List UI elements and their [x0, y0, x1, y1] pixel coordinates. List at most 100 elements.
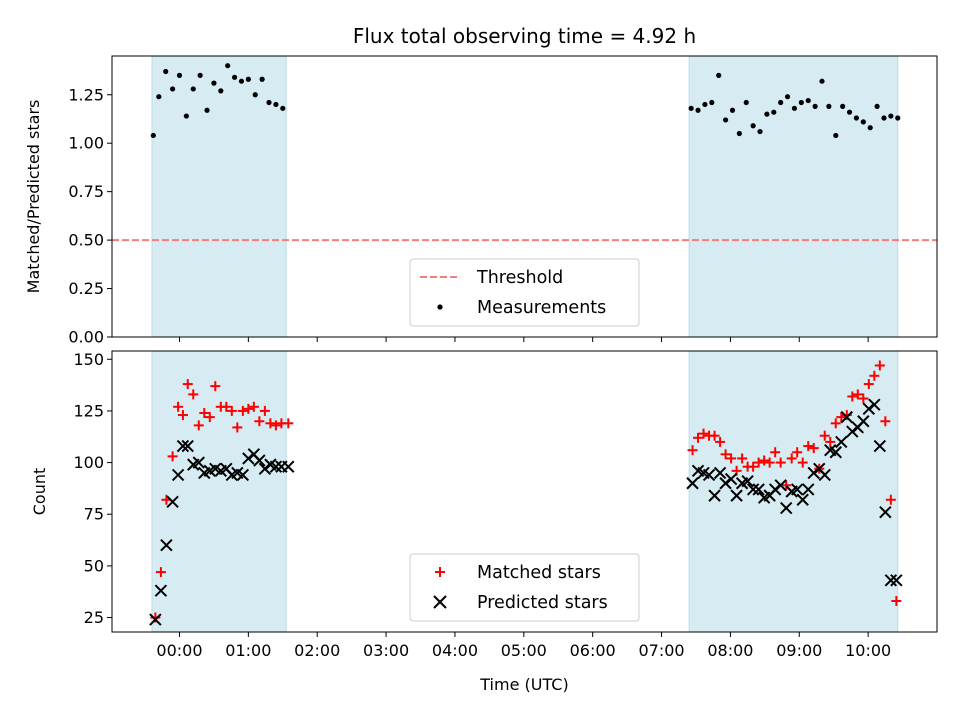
- matched-star-point: [243, 403, 254, 414]
- matched-star-point: [764, 457, 775, 468]
- legend-label: Measurements: [477, 298, 606, 318]
- matched-star-point: [880, 416, 891, 427]
- predicted-star-point: [171, 468, 185, 482]
- measurement-point: [695, 107, 701, 113]
- matched-star-point: [210, 381, 221, 392]
- predicted-star-point: [741, 474, 754, 488]
- predicted-star-stroke-b: [818, 468, 831, 482]
- matched-star-point: [188, 389, 199, 400]
- ratio-panel: 0.00 0.25 0.50 0.75 1.00 1.25 Matched/Predicte…: [24, 24, 938, 347]
- measurement-point: [874, 103, 880, 109]
- predicted-star-stroke-b: [264, 458, 277, 471]
- measurement-point: [846, 109, 853, 115]
- measurement-point: [812, 103, 818, 109]
- predicted-star-stroke-b: [790, 483, 804, 496]
- measurement-point: [722, 117, 729, 123]
- matched-star-point: [792, 447, 803, 458]
- predicted-star-point: [752, 483, 765, 496]
- legend-predicted-swatch: [433, 595, 447, 609]
- predicted-star-point: [868, 398, 881, 411]
- predicted-star-stroke-b: [686, 477, 699, 490]
- legend-matched-swatch: [435, 567, 445, 577]
- measurement-point: [888, 113, 894, 119]
- predicted-star-point: [829, 446, 842, 459]
- measurement-point: [266, 99, 272, 106]
- measurement-point: [183, 113, 189, 119]
- predicted-star-stroke-b: [702, 468, 716, 482]
- matched-star-point: [270, 420, 281, 431]
- predicted-star-stroke-b: [724, 472, 738, 486]
- matched-star-point: [221, 401, 232, 412]
- y-tick-label: 75: [84, 505, 104, 524]
- predicted-star-point: [835, 435, 848, 449]
- predicted-star-stroke-b: [181, 439, 194, 453]
- matched-star-point: [885, 494, 896, 505]
- measurement-point: [163, 68, 169, 75]
- legend-box: [409, 553, 640, 622]
- matched-star-point: [819, 430, 830, 441]
- measurement-point: [771, 109, 777, 115]
- predicted-star-stroke-b: [829, 446, 842, 459]
- predicted-star-stroke-b: [752, 483, 765, 496]
- measurement-point: [231, 74, 238, 80]
- predicted-star-stroke-b: [835, 435, 848, 449]
- predicted-star-stroke-b: [884, 574, 898, 587]
- matched-star-point: [891, 596, 902, 607]
- predicted-star-stroke-b: [840, 410, 853, 424]
- matched-star-point: [720, 449, 731, 460]
- measurement-point: [252, 92, 258, 98]
- y-tick-label: 125: [73, 401, 104, 420]
- measurement-point: [791, 105, 798, 111]
- y-tick-label: 50: [84, 556, 104, 575]
- x-tick-label: 08:00: [707, 641, 753, 660]
- matched-star-point: [874, 360, 885, 371]
- matched-star-point: [726, 453, 737, 464]
- predicted-star-stroke-b: [890, 574, 903, 587]
- matched-star-point: [847, 391, 858, 402]
- predicted-star-stroke-b: [236, 468, 250, 482]
- observing-window-band: [688, 350, 899, 633]
- measurement-point: [225, 63, 231, 69]
- matched-star-point: [863, 379, 874, 390]
- y-tick-label: 1.25: [68, 85, 104, 104]
- predicted-star-point: [884, 574, 898, 587]
- predicted-star-point: [269, 460, 283, 473]
- x-tick-label: 10:00: [845, 641, 891, 660]
- matched-star-point: [283, 418, 294, 429]
- predicted-star-stroke-b: [171, 468, 185, 482]
- predicted-star-stroke-b: [824, 443, 837, 457]
- matched-star-point: [259, 405, 270, 416]
- predicted-star-point: [802, 483, 815, 496]
- measurement-point: [826, 103, 832, 109]
- axes-frame: [111, 350, 938, 633]
- predicted-star-stroke-b: [730, 489, 743, 502]
- x-tick-label: 01:00: [225, 641, 271, 660]
- matched-star-point: [748, 461, 759, 472]
- matched-star-point: [232, 422, 243, 433]
- measurement-point: [867, 125, 873, 131]
- predicted-star-stroke-b: [192, 456, 205, 469]
- measurement-point: [840, 103, 846, 109]
- matched-star-point: [825, 436, 836, 447]
- predicted-star-stroke-b: [691, 464, 705, 478]
- measurement-point: [805, 97, 811, 104]
- legend-box: [409, 258, 640, 327]
- predicted-star-stroke-b: [779, 501, 793, 515]
- predicted-star-point: [253, 454, 266, 467]
- x-tick-label: 06:00: [570, 641, 616, 660]
- predicted-star-point: [746, 483, 760, 496]
- predicted-star-point: [192, 456, 205, 469]
- predicted-star-point: [724, 472, 738, 486]
- matched-star-point: [858, 393, 869, 404]
- matched-star-point: [199, 407, 210, 418]
- predicted-star-stroke-b: [813, 462, 826, 475]
- measurement-point: [238, 78, 245, 84]
- x-tick-label: 05:00: [501, 641, 547, 660]
- matched-star-point: [786, 453, 797, 464]
- measurement-point: [743, 99, 749, 106]
- legend: Matched stars Predicted stars: [409, 553, 640, 622]
- predicted-star-stroke-b: [269, 460, 283, 473]
- predicted-star-point: [236, 468, 250, 482]
- matched-star-point: [248, 401, 259, 412]
